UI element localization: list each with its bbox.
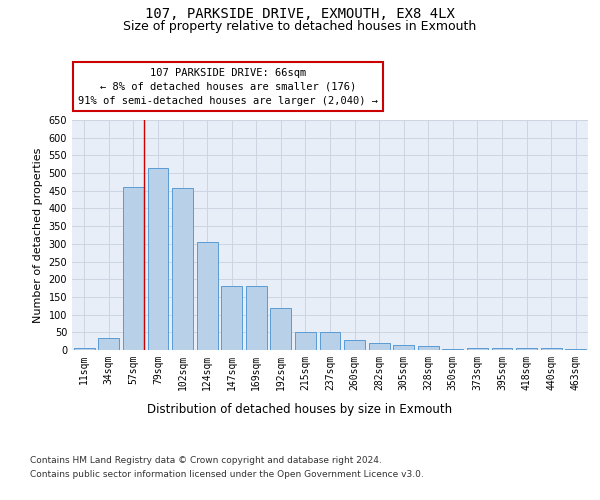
Bar (467, 348, 488, 350)
Bar (74, 348, 95, 350)
Bar (172, 188, 193, 350)
Bar (368, 343, 389, 350)
Text: 107, PARKSIDE DRIVE, EXMOUTH, EX8 4LX: 107, PARKSIDE DRIVE, EXMOUTH, EX8 4LX (145, 8, 455, 22)
Text: Contains public sector information licensed under the Open Government Licence v3: Contains public sector information licen… (30, 470, 424, 479)
Bar (516, 348, 537, 350)
Bar (197, 242, 218, 350)
Bar (320, 332, 340, 350)
Bar (221, 286, 242, 350)
Text: 107 PARKSIDE DRIVE: 66sqm
← 8% of detached houses are smaller (176)
91% of semi-: 107 PARKSIDE DRIVE: 66sqm ← 8% of detach… (78, 68, 378, 106)
Bar (246, 286, 267, 350)
Bar (541, 348, 562, 350)
Bar (344, 340, 365, 350)
Bar (271, 308, 292, 350)
Y-axis label: Number of detached properties: Number of detached properties (33, 148, 43, 322)
Text: Size of property relative to detached houses in Exmouth: Size of property relative to detached ho… (124, 20, 476, 33)
Text: Contains HM Land Registry data © Crown copyright and database right 2024.: Contains HM Land Registry data © Crown c… (30, 456, 382, 465)
Bar (418, 346, 439, 350)
Bar (123, 187, 144, 350)
Bar (148, 168, 169, 350)
Bar (393, 346, 414, 350)
Text: Distribution of detached houses by size in Exmouth: Distribution of detached houses by size … (148, 402, 452, 415)
Bar (295, 332, 316, 350)
Bar (565, 348, 586, 350)
Bar (491, 348, 512, 350)
Bar (98, 338, 119, 350)
